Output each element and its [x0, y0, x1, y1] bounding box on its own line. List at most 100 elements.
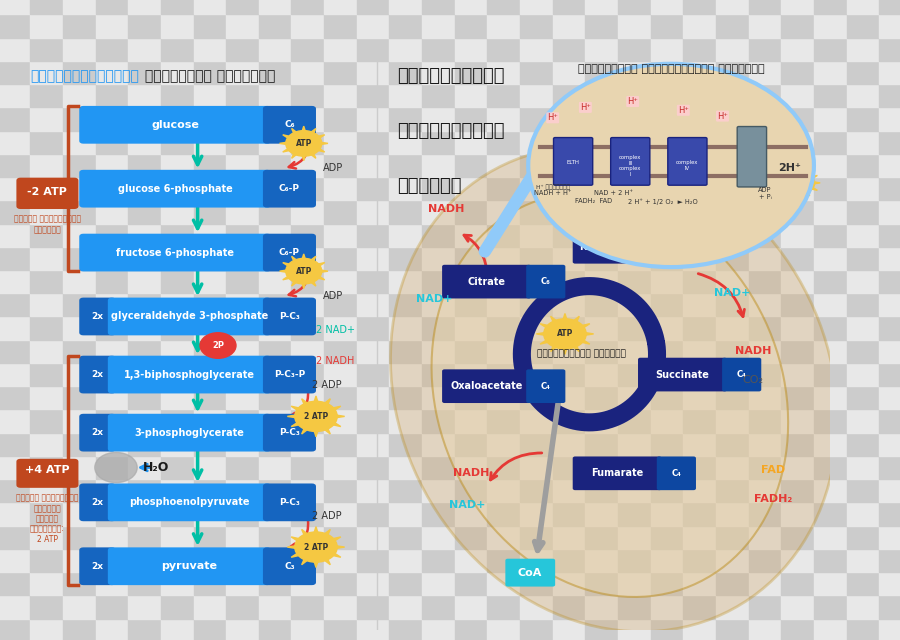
Bar — [95, 340, 128, 363]
Bar — [95, 270, 128, 293]
Polygon shape — [303, 271, 325, 280]
Bar — [390, 618, 422, 640]
FancyBboxPatch shape — [79, 170, 271, 207]
Bar — [0, 293, 31, 316]
Bar — [618, 549, 651, 572]
Bar — [0, 410, 31, 433]
Bar — [651, 177, 683, 200]
Bar — [0, 131, 31, 154]
Text: phosphoenolpyruvate: phosphoenolpyruvate — [130, 497, 249, 508]
Polygon shape — [303, 135, 325, 143]
Bar — [422, 456, 454, 479]
Bar — [585, 247, 618, 270]
Bar — [324, 502, 356, 525]
Bar — [454, 223, 488, 247]
Bar — [390, 61, 422, 84]
Bar — [31, 525, 63, 549]
Bar — [814, 61, 847, 84]
Text: H⁺: H⁺ — [580, 103, 590, 112]
Bar — [454, 386, 488, 410]
Bar — [683, 572, 716, 595]
Text: Succinate: Succinate — [655, 369, 709, 380]
Bar — [356, 223, 390, 247]
Text: fructose 6-phosphate: fructose 6-phosphate — [116, 248, 234, 257]
Bar — [0, 340, 31, 363]
Bar — [324, 618, 356, 640]
Bar — [292, 595, 324, 618]
Bar — [749, 247, 781, 270]
Bar — [814, 618, 847, 640]
Bar — [95, 177, 128, 200]
Bar — [454, 270, 488, 293]
Bar — [422, 479, 454, 502]
Bar — [422, 618, 454, 640]
Bar — [324, 61, 356, 84]
FancyBboxPatch shape — [79, 547, 116, 585]
Bar — [618, 293, 651, 316]
Bar — [651, 572, 683, 595]
Bar — [814, 502, 847, 525]
Bar — [161, 549, 194, 572]
Bar — [716, 433, 749, 456]
Bar — [390, 479, 422, 502]
Bar — [520, 131, 553, 154]
Polygon shape — [551, 316, 565, 334]
Text: ATP: ATP — [295, 267, 312, 276]
Text: ATP: ATP — [557, 330, 573, 339]
Bar — [161, 270, 194, 293]
Bar — [259, 572, 292, 595]
Bar — [292, 108, 324, 131]
Bar — [781, 456, 814, 479]
Polygon shape — [316, 547, 341, 557]
Bar — [356, 131, 390, 154]
Polygon shape — [302, 399, 316, 417]
Bar — [226, 525, 259, 549]
Bar — [128, 38, 161, 61]
Bar — [292, 84, 324, 108]
Bar — [716, 595, 749, 618]
Bar — [31, 363, 63, 386]
Bar — [356, 293, 390, 316]
Bar — [259, 131, 292, 154]
Bar — [749, 363, 781, 386]
FancyBboxPatch shape — [263, 483, 316, 521]
Bar — [95, 502, 128, 525]
Bar — [356, 108, 390, 131]
Bar — [194, 84, 226, 108]
Bar — [356, 154, 390, 177]
Bar — [879, 223, 900, 247]
Bar — [161, 38, 194, 61]
Bar — [879, 84, 900, 108]
Bar — [356, 38, 390, 61]
Bar — [749, 386, 781, 410]
Bar — [324, 154, 356, 177]
Text: கிரெப்பின் வட்டம்: கிரெப்பின் வட்டம் — [536, 349, 626, 359]
Text: NAD+: NAD+ — [449, 500, 485, 510]
Bar — [161, 618, 194, 640]
Bar — [63, 270, 95, 293]
Text: glucose 6-phosphate: glucose 6-phosphate — [118, 184, 232, 194]
Bar — [520, 525, 553, 549]
Polygon shape — [316, 545, 345, 549]
Bar — [879, 131, 900, 154]
Bar — [0, 433, 31, 456]
Bar — [0, 61, 31, 84]
Polygon shape — [799, 175, 817, 183]
Polygon shape — [303, 141, 328, 145]
Bar — [847, 386, 879, 410]
Bar — [226, 456, 259, 479]
Bar — [0, 595, 31, 618]
Bar — [781, 15, 814, 38]
Polygon shape — [799, 183, 810, 196]
Bar — [31, 293, 63, 316]
Bar — [585, 223, 618, 247]
Bar — [194, 200, 226, 223]
Bar — [553, 223, 585, 247]
Bar — [390, 572, 422, 595]
Bar — [0, 479, 31, 502]
Bar — [454, 618, 488, 640]
Bar — [553, 131, 585, 154]
Bar — [454, 38, 488, 61]
Bar — [879, 38, 900, 61]
Bar — [0, 270, 31, 293]
